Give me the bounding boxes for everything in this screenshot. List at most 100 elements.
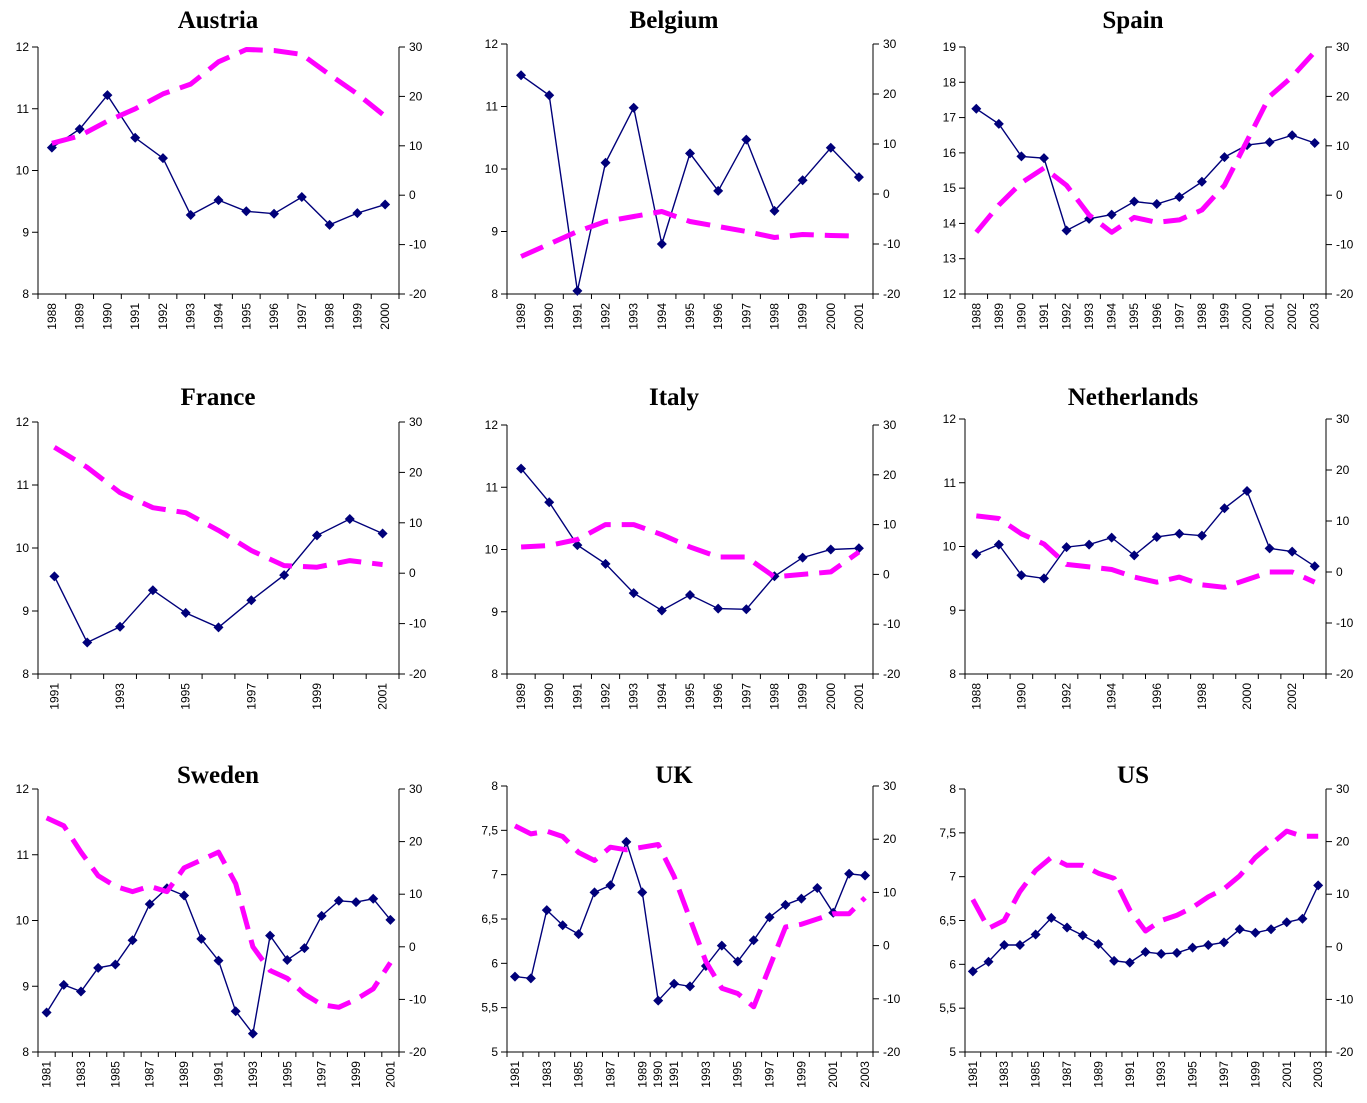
x-tick-label: 1985 [572,1061,586,1088]
chart-title: Italy [649,384,700,411]
diamond-marker [621,836,632,847]
x-tick-label: 1993 [627,683,641,710]
diamond-marker [572,540,583,551]
left-tick-label: 12 [943,287,957,301]
x-tick-label: 1992 [156,303,170,330]
x-tick-label: 1996 [1150,683,1164,710]
diamond-marker [130,132,141,143]
x-tick-label: 1998 [767,683,781,710]
left-tick-label: 11 [17,102,30,116]
diamond-marker [265,930,276,941]
diamond-marker [653,995,664,1006]
x-tick-label: 1999 [350,303,364,330]
x-tick-label: 1999 [1248,1061,1262,1088]
right-tick-label: 0 [1336,565,1343,579]
left-tick-label: 8 [949,667,956,681]
left-tick-label: 16 [943,146,957,160]
right-tick-label: -10 [409,238,427,252]
x-tick-label: 1981 [966,1061,980,1088]
left-tick-label: 18 [943,75,957,89]
x-tick-label: 2000 [1240,683,1254,710]
diamond-marker [544,497,555,508]
diamond-marker [1250,927,1261,938]
x-tick-label: 1997 [315,1061,329,1088]
right-tick-label: 20 [409,835,423,849]
diamond-marker [1266,924,1277,935]
right-tick-label: 10 [409,139,423,153]
diamond-marker [1106,532,1117,543]
x-tick-label: 1991 [570,303,584,330]
x-tick-label: 1991 [570,683,584,710]
diamond-marker [516,70,527,81]
x-tick-label: 2001 [376,683,390,710]
diamond-marker [844,868,855,879]
diamond-marker [324,219,335,230]
right-tick-label: 30 [1336,40,1350,54]
diamond-marker [241,206,252,217]
x-tick-label: 1989 [635,1061,649,1088]
diamond-marker [1281,917,1292,928]
diamond-marker [1140,947,1151,958]
left-tick-label: 10 [16,541,30,555]
left-tick-label: 10 [485,162,499,176]
right-tick-label: 20 [409,89,423,103]
x-tick-label: 1995 [1186,1061,1200,1088]
diamond-marker [299,943,310,954]
chart-title: US [1117,762,1149,789]
diamond-marker [967,966,978,977]
diamond-marker [185,209,196,220]
diamond-marker [316,910,327,921]
x-tick-label: 1999 [310,683,324,710]
diamond-marker [713,185,724,196]
diamond-marker [1046,912,1057,923]
right-tick-label: 10 [409,516,423,530]
right-tick-label: 0 [409,566,416,580]
diamond-marker [1156,948,1167,959]
right-tick-label: 10 [883,518,897,532]
x-tick-label: 1997 [739,303,753,330]
right-tick-label: -20 [1336,1045,1354,1059]
diamond-marker [780,899,791,910]
solid-series-line [520,74,860,292]
left-tick-label: 8 [22,1045,29,1059]
diamond-marker [1309,137,1320,148]
diamond-marker [1287,130,1298,141]
x-tick-label: 1987 [143,1061,157,1088]
x-tick-label: 2000 [378,303,392,330]
left-tick-label: 12 [16,782,30,796]
right-tick-label: 30 [409,782,423,796]
x-tick-label: 1997 [763,1061,777,1088]
diamond-marker [344,514,355,525]
right-tick-label: 0 [1336,940,1343,954]
x-tick-label: 1994 [655,303,669,330]
x-tick-label: 1989 [73,303,87,330]
left-tick-label: 10 [16,164,30,178]
diamond-marker [685,148,695,159]
diamond-marker [1219,503,1230,514]
x-tick-label: 1997 [739,683,753,710]
x-tick-label: 1998 [323,303,337,330]
diamond-marker [377,528,388,539]
diamond-marker [333,895,344,906]
right-tick-label: 10 [883,137,897,151]
diamond-marker [1234,924,1245,935]
left-tick-label: 5,5 [939,1001,956,1015]
right-tick-label: -20 [883,667,901,681]
x-tick-label: 1991 [212,1061,226,1088]
diamond-marker [93,962,104,973]
right-tick-label: 10 [409,887,423,901]
x-tick-label: 2000 [824,683,838,710]
right-tick-label: 0 [409,940,416,954]
x-tick-label: 2001 [1263,303,1277,330]
diamond-marker [741,604,752,615]
diamond-marker [1129,196,1140,207]
left-tick-label: 5 [949,1045,956,1059]
right-tick-label: -10 [1336,616,1354,630]
right-tick-label: 0 [883,939,890,953]
left-tick-label: 7 [949,870,956,884]
diamond-marker [797,175,808,186]
diamond-marker [385,914,396,925]
diamond-marker [1129,550,1140,561]
diamond-marker [1171,947,1182,958]
diamond-marker [144,899,155,910]
